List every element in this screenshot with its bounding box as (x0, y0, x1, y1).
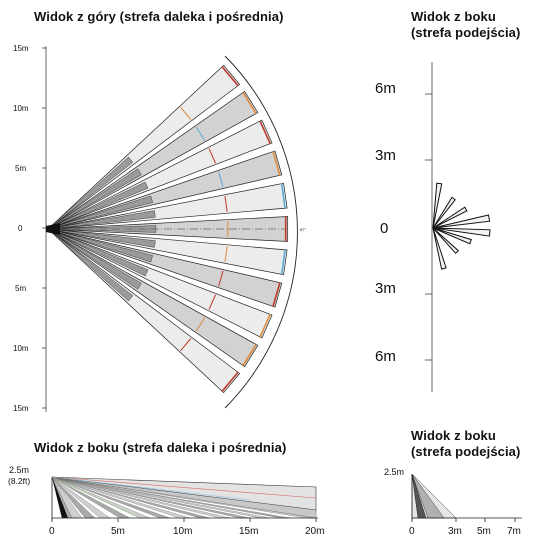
top-view-beam-inner-zone (47, 228, 134, 302)
top-view-beam-inner-zone (47, 228, 142, 290)
far-side-x-ticks (51, 518, 317, 522)
top-y-label-15m-lower: 15m (13, 404, 29, 413)
near-side-beam (432, 227, 460, 255)
far-side-beam-fan (51, 476, 317, 519)
far-beam-red-line (51, 476, 317, 499)
top-view-beam-inner-zone (47, 228, 149, 277)
far-height-label: 2.5m (9, 465, 29, 475)
top-view-axis-ticks (42, 47, 46, 409)
far-side-view-panel: 2.5m (8.2ft) 0 5m 10m 15m 20m (8, 465, 324, 537)
far-x-label-10m: 10m (173, 526, 192, 537)
top-view-beam-mid-mark (195, 126, 206, 141)
far-x-label-0: 0 (49, 526, 55, 537)
top-view-beam (47, 150, 283, 230)
coverage-angle-label: 87° (300, 227, 306, 232)
top-view-beam-tip (280, 183, 286, 209)
top-view-beam-tip (242, 92, 257, 114)
top-view-beam-inner-zone (47, 156, 134, 230)
top-view-beam-fan (47, 64, 289, 394)
approach-x-label-0: 0 (409, 526, 415, 537)
top-view-beam-mid-mark (218, 171, 224, 188)
far-beam-blue-line (51, 476, 251, 501)
far-side-view-title: Widok z boku (strefa daleka i pośrednia) (34, 440, 287, 455)
approach-x-label-7m: 7m (507, 526, 521, 537)
far-height-label-ft: (8.2ft) (8, 476, 30, 486)
approach-side-view-title-line2: (strefa podejścia) (411, 444, 521, 459)
top-view-beam-tip (221, 66, 239, 87)
top-view-beam-mid-mark (180, 106, 192, 120)
near-side-beam (432, 227, 447, 270)
far-beam-dark-wedge (52, 477, 68, 518)
top-view-beam-mid-mark (224, 196, 228, 212)
far-x-label-15m: 15m (239, 526, 258, 537)
approach-height-label: 2.5m (384, 467, 404, 477)
near-y-label-3m-lower: 3m (375, 280, 396, 297)
far-x-label-5m: 5m (111, 526, 125, 537)
top-view-beam-tip (259, 314, 271, 338)
near-side-beam (432, 214, 491, 229)
far-x-label-20m: 20m (305, 526, 324, 537)
top-view-beam-inner-zone (47, 210, 156, 230)
top-y-label-zero: 0 (18, 224, 23, 233)
approach-x-label-5m: 5m (477, 526, 491, 537)
approach-side-view-panel: 2.5m 0 3m 5m 7m (384, 467, 522, 537)
approach-x-label-3m: 3m (448, 526, 462, 537)
top-view-beam-tip (221, 371, 239, 392)
top-view-beam-tip (259, 120, 271, 144)
near-y-label-zero: 0 (380, 220, 388, 237)
near-side-view-title-line2: (strefa podejścia) (411, 25, 521, 40)
approach-side-view-title-line1: Widok z boku (411, 428, 496, 443)
top-view-beam-mid-mark (208, 294, 216, 310)
near-side-beam-fan (432, 182, 491, 270)
top-y-label-10m-upper: 10m (13, 104, 29, 113)
top-view-beam-mid-mark (218, 270, 224, 287)
coverage-boundary-arc (224, 55, 298, 409)
top-view-beam-mid-mark (180, 338, 192, 352)
near-side-beam (432, 206, 468, 229)
near-side-beam (432, 182, 443, 229)
near-y-label-6m-upper: 6m (375, 80, 396, 97)
top-view-beam-mid-mark (224, 246, 228, 262)
near-side-view-title-line1: Widok z boku (411, 9, 496, 24)
top-view-beam-inner-zone (47, 181, 149, 230)
top-view-panel: 15m 10m 5m 0 5m 10m 15m 87° (13, 44, 306, 413)
top-y-label-15m-upper: 15m (13, 44, 29, 53)
top-view-beam (47, 228, 283, 308)
sensor-origin (46, 223, 60, 235)
far-beam-green-line (51, 476, 141, 519)
near-side-beam (432, 227, 472, 245)
approach-x-ticks (411, 518, 516, 522)
near-y-label-6m-lower: 6m (375, 348, 396, 365)
top-view-beam-tip (272, 151, 281, 176)
top-view-title: Widok z góry (strefa daleka i pośrednia) (34, 9, 284, 24)
top-view-beam (47, 182, 288, 230)
top-view-beam-tip (272, 282, 281, 307)
top-view-beam-mid-mark (195, 317, 206, 332)
top-view-beam-inner-zone (47, 195, 153, 230)
top-view-beam-inner-zone (47, 228, 156, 248)
near-side-beam (432, 196, 456, 229)
top-view-beam-mid-mark (208, 148, 216, 164)
top-view-beam-inner-zone (47, 228, 153, 263)
top-view-beam-tip (242, 344, 257, 366)
top-view-beam-tip (280, 249, 286, 275)
top-y-label-10m-lower: 10m (13, 344, 29, 353)
near-side-axis-ticks (425, 93, 432, 361)
near-y-label-3m-upper: 3m (375, 147, 396, 164)
near-side-beam (432, 227, 491, 237)
top-view-beam (47, 228, 288, 276)
near-side-view-panel: 6m 3m 0 3m 6m (375, 62, 491, 392)
top-view-beam-inner-zone (47, 168, 142, 230)
top-y-label-5m-lower: 5m (15, 284, 26, 293)
top-y-label-5m-upper: 5m (15, 164, 26, 173)
